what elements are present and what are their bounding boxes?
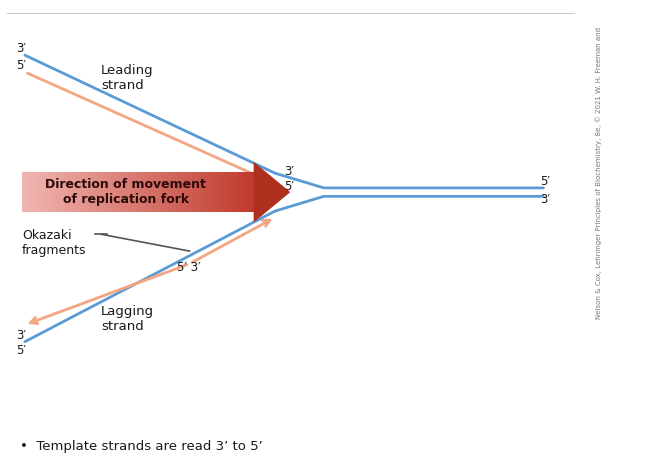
- Polygon shape: [211, 172, 215, 213]
- Polygon shape: [84, 172, 88, 213]
- Polygon shape: [68, 172, 72, 213]
- Polygon shape: [49, 172, 53, 213]
- Text: 5′: 5′: [284, 180, 294, 193]
- Polygon shape: [165, 172, 168, 213]
- Polygon shape: [142, 172, 145, 213]
- Polygon shape: [60, 172, 64, 213]
- Polygon shape: [30, 172, 33, 213]
- Text: Direction of movement
of replication fork: Direction of movement of replication for…: [45, 178, 206, 206]
- Polygon shape: [168, 172, 172, 213]
- Polygon shape: [238, 172, 242, 213]
- Polygon shape: [204, 172, 208, 213]
- Polygon shape: [145, 172, 149, 213]
- Polygon shape: [242, 172, 246, 213]
- Polygon shape: [134, 172, 138, 213]
- Polygon shape: [153, 172, 157, 213]
- Polygon shape: [45, 172, 49, 213]
- Polygon shape: [53, 172, 56, 213]
- Polygon shape: [200, 172, 204, 213]
- Polygon shape: [149, 172, 153, 213]
- Text: 5′: 5′: [540, 175, 550, 188]
- Polygon shape: [180, 172, 184, 213]
- Polygon shape: [111, 172, 115, 213]
- Text: 3′: 3′: [284, 164, 294, 177]
- Polygon shape: [184, 172, 188, 213]
- Text: 3′: 3′: [540, 193, 550, 206]
- Polygon shape: [126, 172, 130, 213]
- Polygon shape: [215, 172, 219, 213]
- Polygon shape: [138, 172, 142, 213]
- Polygon shape: [188, 172, 192, 213]
- Polygon shape: [76, 172, 80, 213]
- Polygon shape: [161, 172, 165, 213]
- Text: Nelson & Cox, Lehninger Principles of Biochemistry, 8e, © 2021 W. H. Freeman and: Nelson & Cox, Lehninger Principles of Bi…: [595, 27, 602, 319]
- Polygon shape: [26, 172, 30, 213]
- Polygon shape: [208, 172, 211, 213]
- Polygon shape: [91, 172, 95, 213]
- Polygon shape: [223, 172, 227, 213]
- Polygon shape: [119, 172, 122, 213]
- Text: 5′: 5′: [16, 59, 26, 72]
- Polygon shape: [231, 172, 234, 213]
- Polygon shape: [80, 172, 84, 213]
- Polygon shape: [72, 172, 76, 213]
- Text: Lagging
strand: Lagging strand: [101, 305, 154, 332]
- Polygon shape: [56, 172, 60, 213]
- Polygon shape: [176, 172, 180, 213]
- Polygon shape: [95, 172, 99, 213]
- Text: 5′: 5′: [16, 344, 26, 357]
- Polygon shape: [246, 172, 250, 213]
- Polygon shape: [88, 172, 91, 213]
- Polygon shape: [103, 172, 107, 213]
- Polygon shape: [64, 172, 68, 213]
- Text: 3′: 3′: [16, 43, 26, 56]
- Polygon shape: [254, 162, 290, 222]
- Polygon shape: [172, 172, 176, 213]
- Polygon shape: [22, 172, 26, 213]
- Polygon shape: [219, 172, 223, 213]
- Text: 3′: 3′: [16, 329, 26, 342]
- Polygon shape: [196, 172, 200, 213]
- Polygon shape: [41, 172, 45, 213]
- Polygon shape: [115, 172, 119, 213]
- Text: Leading
strand: Leading strand: [101, 64, 154, 92]
- Polygon shape: [234, 172, 238, 213]
- Polygon shape: [122, 172, 126, 213]
- Polygon shape: [157, 172, 161, 213]
- Polygon shape: [192, 172, 196, 213]
- Polygon shape: [107, 172, 111, 213]
- Polygon shape: [250, 172, 254, 213]
- Polygon shape: [130, 172, 134, 213]
- Text: •  Template strands are read 3’ to 5’: • Template strands are read 3’ to 5’: [20, 440, 263, 453]
- Polygon shape: [99, 172, 103, 213]
- Text: Okazaki
fragments: Okazaki fragments: [22, 229, 86, 257]
- Polygon shape: [33, 172, 37, 213]
- Polygon shape: [37, 172, 41, 213]
- Polygon shape: [227, 172, 231, 213]
- Text: 5′ 3′: 5′ 3′: [178, 262, 201, 275]
